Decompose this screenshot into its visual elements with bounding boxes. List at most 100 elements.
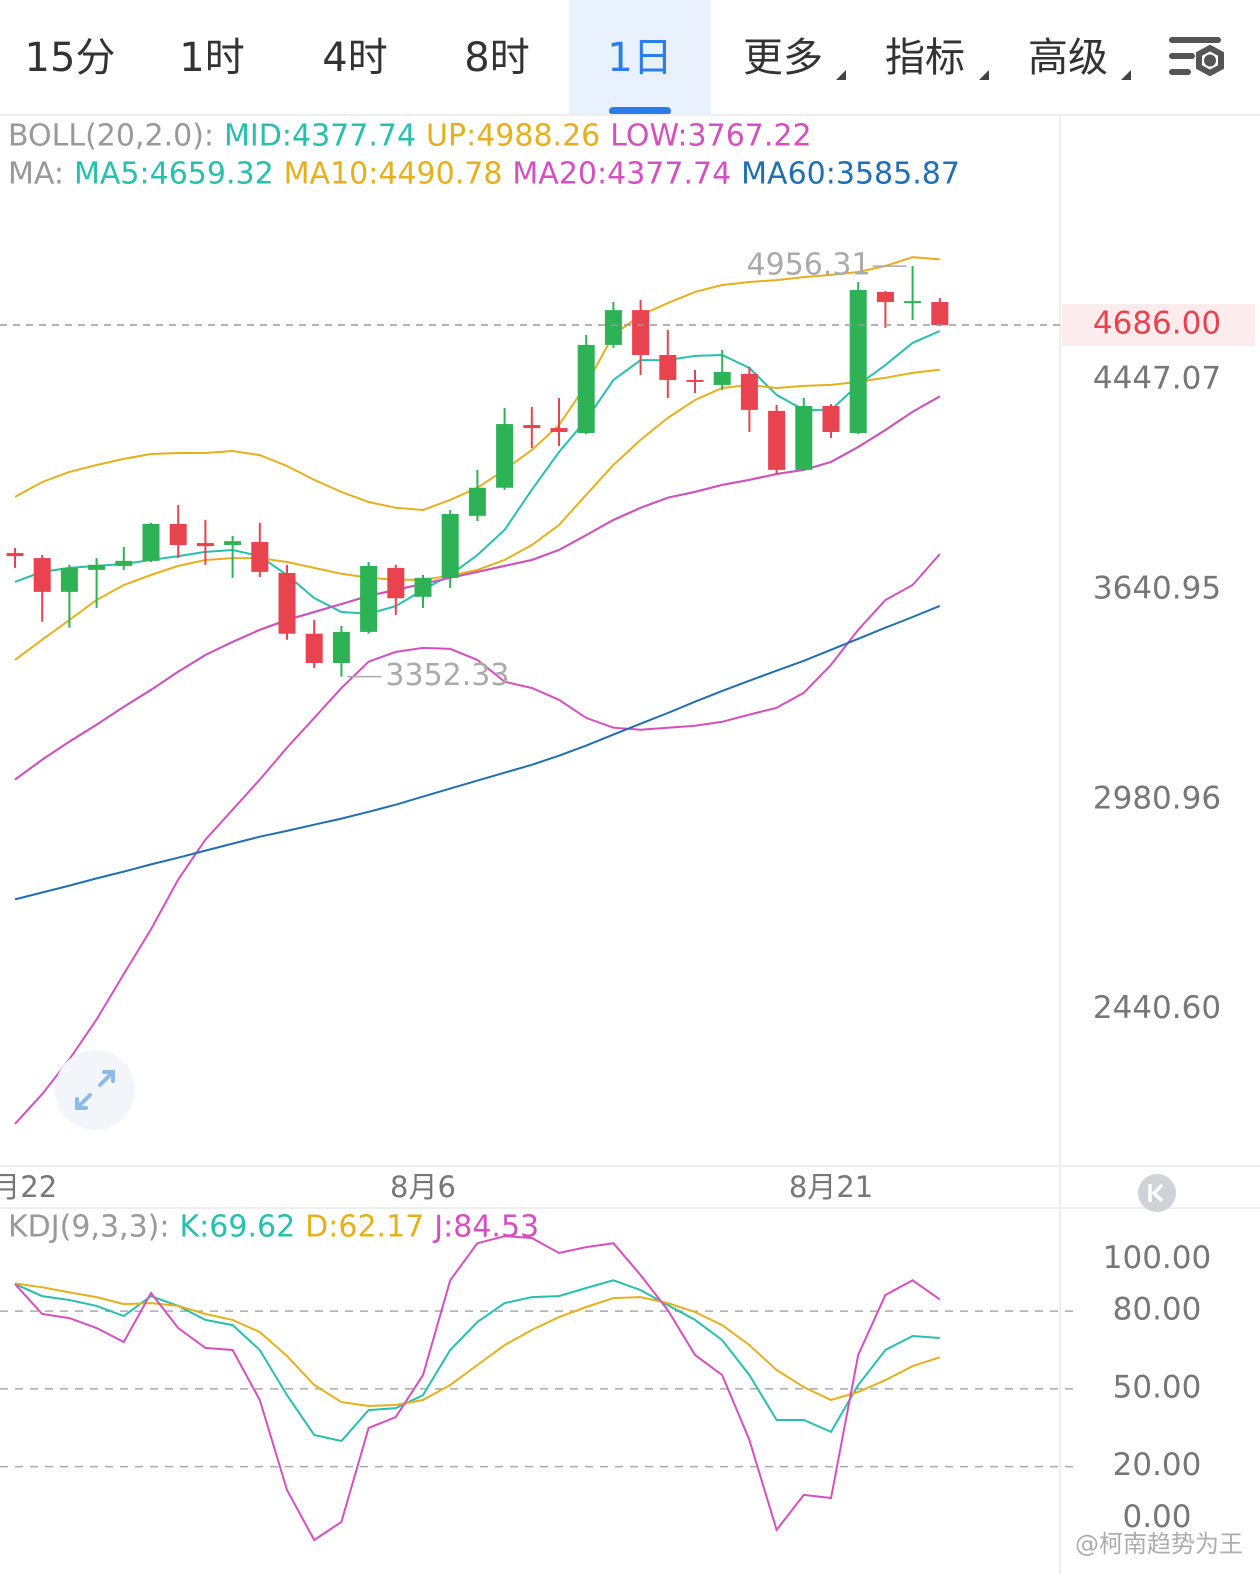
- dropdown-arrow: [979, 70, 989, 80]
- candle-body: [686, 379, 704, 382]
- legend-name: LOW:: [610, 119, 687, 154]
- y-tick-label: 4447.07: [1093, 360, 1221, 396]
- candle-body: [876, 291, 894, 302]
- candle-body: [251, 541, 269, 572]
- tab[interactable]: 4时: [322, 35, 387, 81]
- candle-body: [659, 355, 677, 380]
- high-label: 4956.31: [747, 248, 871, 283]
- y-tick-label: 2980.96: [1093, 780, 1221, 816]
- y-tick-label: 0.00: [1122, 1499, 1191, 1535]
- tab[interactable]: 15分: [25, 35, 116, 81]
- x-tick-label: 8月21: [789, 1170, 873, 1204]
- legend-value: 4490.78: [378, 157, 502, 192]
- candle-body: [604, 310, 622, 345]
- settings-icon[interactable]: [1169, 37, 1224, 77]
- icon-dot: [1204, 54, 1216, 67]
- tab[interactable]: 指标: [885, 35, 965, 81]
- series-line: [14, 330, 941, 615]
- tab[interactable]: 1时: [179, 35, 244, 81]
- tab-bar: 15分 1时 4时 8时 1日 更多 指标 高级: [25, 0, 1108, 115]
- legend-name: J:: [432, 1210, 453, 1245]
- candle-body: [523, 425, 541, 429]
- legend-label: MA:: [8, 157, 64, 192]
- tab[interactable]: 更多: [743, 35, 823, 81]
- legend-name: MA10:: [284, 157, 379, 192]
- candle-body: [169, 523, 187, 545]
- icon-hex: [1196, 44, 1224, 77]
- legend-name: MA60:: [741, 157, 836, 192]
- candle-body: [115, 560, 133, 566]
- y-tick-label: 50.00: [1113, 1369, 1202, 1405]
- legend-label: KDJ(9,3,3):: [8, 1210, 169, 1245]
- legend-value: 84.53: [453, 1210, 539, 1245]
- legend-value: 4659.32: [150, 157, 274, 192]
- candle-body: [33, 558, 51, 592]
- dropdown-arrow: [836, 70, 846, 80]
- legend-value: 3585.87: [836, 157, 960, 192]
- candle-body: [387, 567, 405, 599]
- legend-name: MA20:: [512, 157, 607, 192]
- candle-body: [740, 373, 758, 410]
- y-tick-label: 80.00: [1113, 1292, 1202, 1328]
- series-line: [14, 1279, 940, 1443]
- candle-body: [6, 553, 24, 557]
- legend-name: D:: [305, 1210, 338, 1245]
- candle-body: [795, 406, 813, 470]
- candle-body: [142, 523, 160, 561]
- y-tick-label: 20.00: [1113, 1447, 1202, 1483]
- active-tab-indicator: [609, 107, 671, 115]
- expand-button[interactable]: [55, 1050, 135, 1130]
- jump-glyph: [1148, 1183, 1164, 1203]
- series-line: [14, 604, 941, 901]
- candle-body: [360, 565, 378, 632]
- jump-latest-button[interactable]: [1138, 1174, 1176, 1212]
- expand-arrows: [75, 1070, 115, 1110]
- expand-circle: [55, 1050, 135, 1130]
- candle-body: [196, 543, 214, 547]
- candle-body: [849, 289, 867, 433]
- legend-name: MID:: [224, 119, 292, 154]
- candle-body: [577, 344, 595, 433]
- low-label: 3352.33: [385, 658, 509, 693]
- series-line: [14, 1235, 941, 1542]
- candle-body: [904, 301, 922, 304]
- y-tick-label: 100.00: [1103, 1240, 1211, 1276]
- legend-value: 69.62: [209, 1210, 295, 1245]
- y-tick-label: 2440.60: [1093, 990, 1221, 1026]
- last-price-bg: [1062, 304, 1255, 347]
- jump-circle: [1138, 1174, 1176, 1212]
- legend-value: 3767.22: [688, 119, 812, 154]
- plot: 4447.07 3640.95 2980.96 2440.60 7月22 8月6 8月21 4…: [0, 119, 1255, 1542]
- series-line: [14, 1282, 941, 1408]
- legend-label: BOLL(20,2.0):: [8, 119, 214, 154]
- watermark: @柯南趋势为王: [1075, 1530, 1243, 1558]
- dropdown-arrow: [1121, 70, 1131, 80]
- candle-body: [441, 513, 459, 578]
- dropdown-arrows: [836, 70, 1131, 80]
- candle-body: [414, 577, 432, 597]
- legend-name: UP:: [426, 119, 476, 154]
- active-tab-bg: [569, 0, 711, 115]
- tab[interactable]: 高级: [1028, 35, 1108, 81]
- candle-body: [88, 564, 106, 570]
- candle-body: [224, 541, 242, 545]
- legend-name: MA5:: [74, 157, 150, 192]
- candle-body: [550, 428, 568, 432]
- series-line: [14, 395, 941, 781]
- x-tick-label: 8月6: [390, 1170, 456, 1204]
- candle-body: [931, 301, 949, 326]
- candle-body: [305, 633, 323, 663]
- candle-body: [60, 567, 78, 592]
- last-price-label: 4686.00: [1093, 306, 1221, 342]
- candle-body: [822, 406, 840, 432]
- candle-body: [332, 631, 350, 663]
- tab[interactable]: 1日: [607, 35, 672, 81]
- candle-body: [713, 371, 731, 385]
- y-tick-label: 3640.95: [1093, 570, 1221, 606]
- tab[interactable]: 8时: [464, 35, 529, 81]
- legend-value: 4988.26: [476, 119, 600, 154]
- legend-value: 4377.74: [292, 119, 416, 154]
- series-line: [14, 553, 941, 1125]
